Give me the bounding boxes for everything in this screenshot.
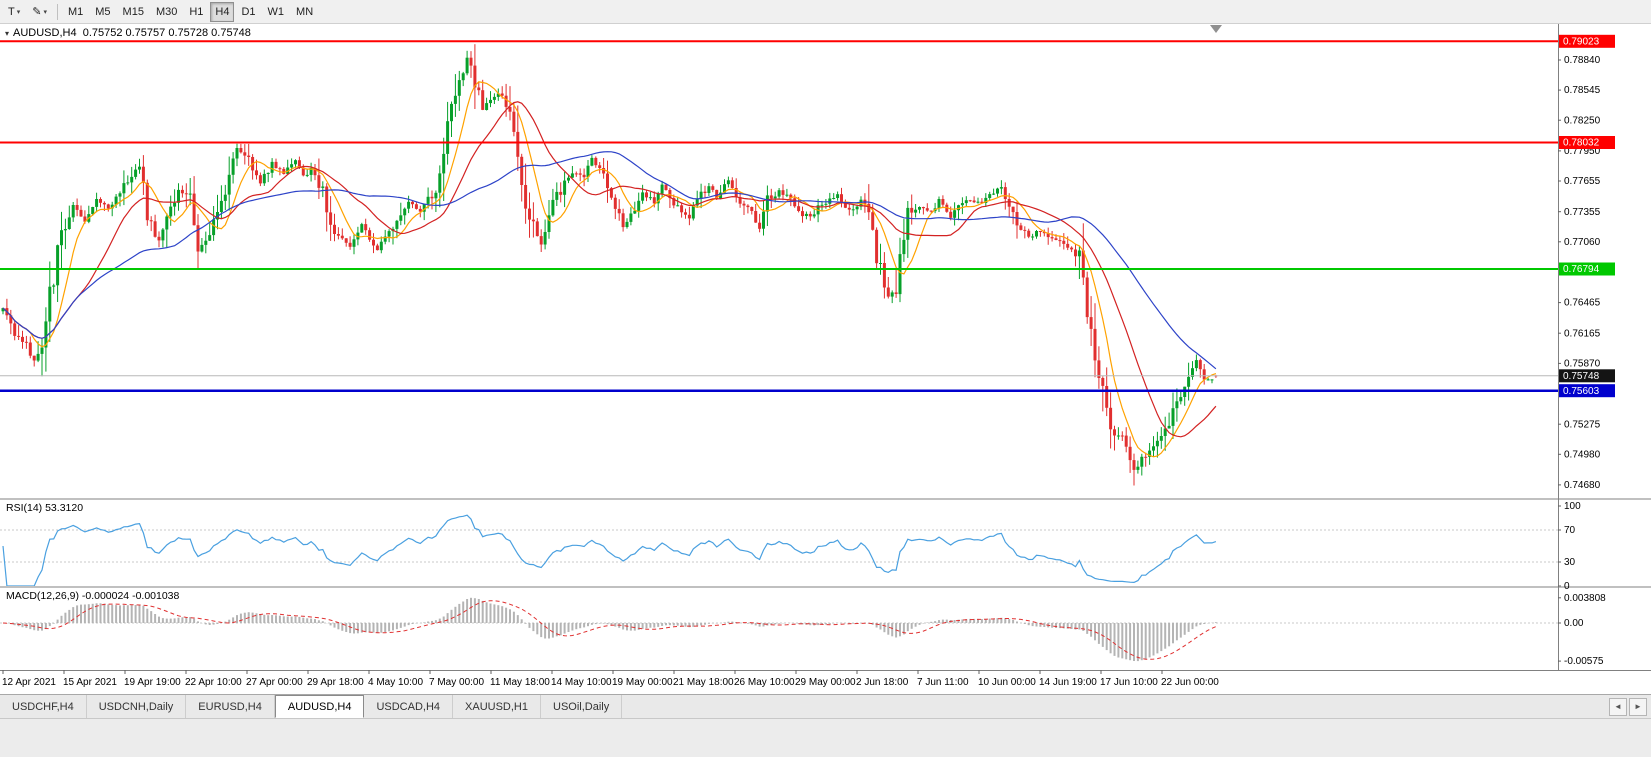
timeframe-m5[interactable]: M5 (90, 2, 115, 22)
price-tick-label: 0.74980 (1564, 449, 1601, 460)
panel-separator[interactable] (0, 498, 1651, 500)
status-bar (0, 718, 1651, 757)
chart-tabs: USDCHF,H4 USDCNH,Daily EURUSD,H4 AUDUSD,H4 U… (0, 695, 623, 718)
price-line-label: 0.79023 (1563, 36, 1600, 47)
price-tick-label: 0.76165 (1564, 328, 1601, 339)
tab-usdcad-h4[interactable]: USDCAD,H4 (364, 695, 454, 718)
tab-xauusd-h1[interactable]: XAUUSD,H1 (453, 695, 541, 718)
chevron-down-icon: ▾ (16, 8, 21, 16)
price-tick-label: 0.75870 (1564, 359, 1601, 370)
chart-background (0, 24, 1651, 694)
chart-tab-bar: USDCHF,H4 USDCNH,Daily EURUSD,H4 AUDUSD,H4 U… (0, 694, 1651, 718)
time-label: 15 Apr 2021 (63, 677, 117, 688)
timeframe-h1[interactable]: H1 (184, 2, 208, 22)
tab-scroll-left-button[interactable]: ◄ (1609, 697, 1627, 716)
price-tick-label: 0.77355 (1564, 207, 1601, 218)
time-label: 2 Jun 18:00 (856, 677, 909, 688)
ma-45-line (2, 151, 1217, 370)
tab-usdchf-h4[interactable]: USDCHF,H4 (0, 695, 87, 718)
tab-eurusd-h4[interactable]: EURUSD,H4 (186, 695, 275, 718)
price-tick-label: 0.77655 (1564, 176, 1601, 187)
time-label: 7 May 00:00 (429, 677, 484, 688)
time-label: 7 Jun 11:00 (917, 677, 969, 688)
price-tick-label: 0.77060 (1564, 237, 1601, 248)
timeframe-h4[interactable]: H4 (210, 1, 235, 22)
timeframe-w1[interactable]: W1 (263, 2, 290, 22)
rsi-axis-label: 100 (1564, 501, 1581, 512)
price-line-label-box (1559, 384, 1615, 398)
price-line-label-box (1559, 136, 1615, 149)
price-tick-label: 0.78545 (1564, 85, 1601, 96)
tab-usdcnh-daily[interactable]: USDCNH,Daily (86, 695, 187, 718)
ma-8-line (2, 81, 1217, 458)
price-line-label: 0.75603 (1563, 386, 1600, 397)
main-toolbar: T ▾ ✎ ▾ M1 M5 M15 M30 H1 H4 D1 W1 MN (0, 0, 1651, 24)
toolbar-separator (56, 3, 58, 20)
tab-usoil-daily[interactable]: USOil,Daily (541, 695, 623, 718)
chart-ohlc-text: AUDUSD,H4 0.75752 0.75757 0.75728 0.7574… (13, 27, 251, 39)
rsi-indicator-label: RSI(14) 53.3120 (6, 502, 84, 514)
time-label: 12 Apr 2021 (2, 677, 56, 688)
time-label: 27 Apr 00:00 (246, 677, 303, 688)
timeframe-m1[interactable]: M1 (63, 2, 88, 22)
price-line-label: 0.75748 (1563, 371, 1600, 382)
price-line-label-box (1559, 34, 1615, 48)
macd-axis-label: 0.00 (1564, 618, 1584, 629)
time-label: 19 Apr 19:00 (124, 677, 181, 688)
price-line-label-box (1559, 262, 1615, 276)
text-tool-button[interactable]: T ▾ (3, 2, 25, 22)
symbol-marker-icon: ▾ (5, 28, 10, 38)
tab-audusd-h4[interactable]: AUDUSD,H4 (274, 695, 365, 718)
timeframe-m30[interactable]: M30 (151, 2, 182, 22)
time-label: 21 May 18:00 (673, 677, 734, 688)
time-label: 14 Jun 19:00 (1039, 677, 1097, 688)
macd-axis-label: -0.00575 (1564, 656, 1604, 667)
macd-histogram (5, 597, 1217, 662)
timeframe-button-group: M1 M5 M15 M30 H1 H4 D1 W1 MN (62, 1, 319, 22)
pencil-icon: ✎ (32, 6, 42, 18)
rsi-axis-label: 0 (1564, 581, 1570, 592)
time-label: 29 Apr 18:00 (307, 677, 364, 688)
draw-tool-button[interactable]: ✎ ▾ (27, 2, 52, 22)
chevron-down-icon: ▾ (43, 8, 47, 16)
time-label: 26 May 10:00 (734, 677, 795, 688)
rsi-axis-label: 70 (1564, 525, 1576, 536)
price-tick-label: 0.78840 (1564, 55, 1601, 66)
tab-scroll-right-button[interactable]: ► (1629, 697, 1647, 716)
time-label: 11 May 18:00 (490, 677, 550, 688)
rsi-axis-label: 30 (1564, 557, 1576, 568)
macd-axis-label: 0.003808 (1564, 593, 1606, 604)
price-tick-label: 0.77950 (1564, 146, 1601, 157)
macd-signal-line (2, 600, 1217, 660)
timeframe-d1[interactable]: D1 (236, 2, 260, 22)
time-label: 22 Apr 10:00 (185, 677, 242, 688)
tab-scroll-buttons: ◄ ► (1609, 695, 1651, 718)
price-line-label: 0.78032 (1563, 138, 1600, 149)
price-tick-label: 0.75275 (1564, 419, 1601, 430)
price-tick-label: 0.74680 (1564, 480, 1601, 491)
time-label: 29 May 00:00 (795, 677, 856, 688)
text-tool-label: T (8, 5, 15, 18)
time-label: 19 May 00:00 (612, 677, 673, 688)
time-label: 10 Jun 00:00 (978, 677, 1036, 688)
time-label: 4 May 10:00 (368, 677, 423, 688)
price-tick-label: 0.78250 (1564, 115, 1601, 126)
time-label: 17 Jun 10:00 (1100, 677, 1158, 688)
chart-shift-marker[interactable] (1210, 25, 1222, 33)
macd-indicator-label: MACD(12,26,9) -0.000024 -0.001038 (6, 590, 180, 602)
ma-20-line (2, 101, 1217, 438)
time-label: 22 Jun 00:00 (1161, 677, 1219, 688)
time-label: 14 May 10:00 (551, 677, 612, 688)
timeframe-m15[interactable]: M15 (118, 2, 149, 22)
rsi-line (2, 514, 1217, 587)
chart-title: ▾ AUDUSD,H4 0.75752 0.75757 0.75728 0.75… (5, 27, 251, 39)
timeframe-mn[interactable]: MN (291, 2, 318, 22)
price-line-label-box (1559, 369, 1615, 383)
chart-canvas: 0.78840 0.78545 0.78250 0.77950 0.77655 0.773… (0, 24, 1651, 694)
panel-separator[interactable] (0, 586, 1651, 588)
price-line-label: 0.76794 (1563, 264, 1600, 275)
price-tick-label: 0.76465 (1564, 298, 1601, 309)
